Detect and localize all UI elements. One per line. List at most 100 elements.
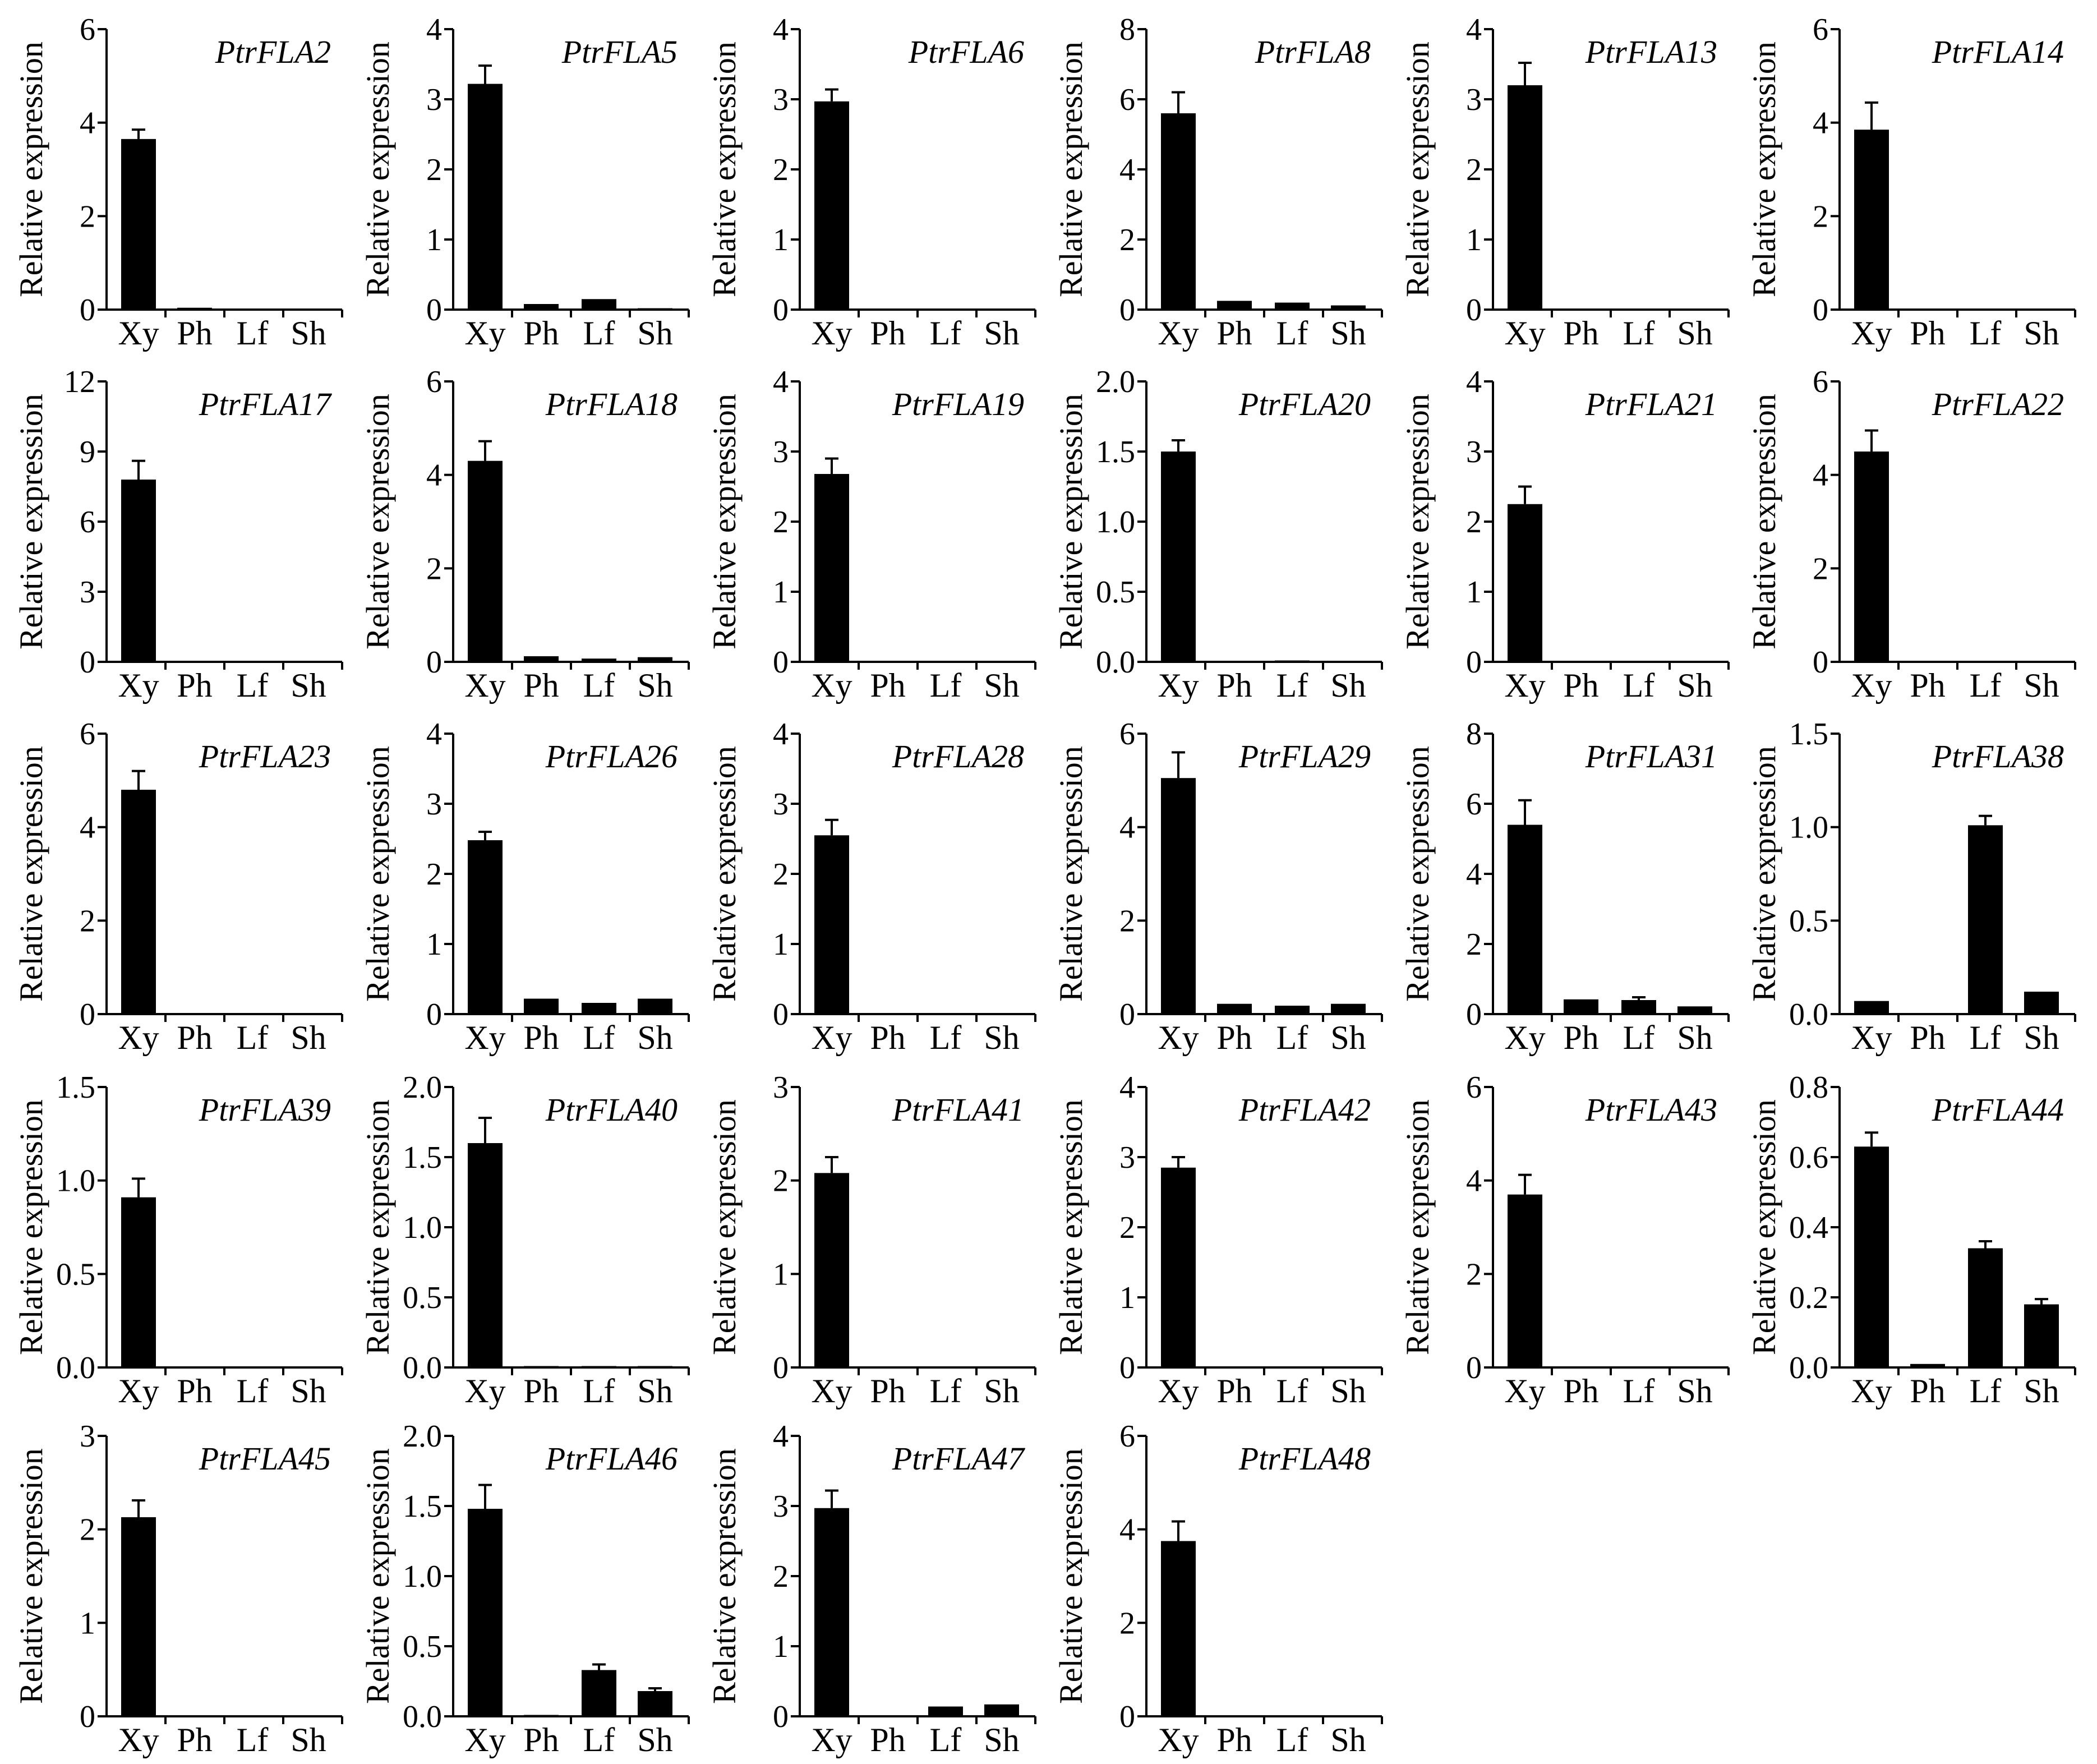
- bar-Sh: [291, 1013, 326, 1014]
- bar-Xy: [1161, 452, 1196, 662]
- y-tick-label: 9: [80, 435, 95, 469]
- x-tick-label: Sh: [984, 1019, 1019, 1056]
- y-tick-label: 4: [80, 810, 95, 845]
- bar-Ph: [1910, 661, 1945, 662]
- y-tick-label: 3: [773, 82, 789, 117]
- bar-Xy: [121, 1517, 156, 1716]
- bar-Sh: [638, 657, 672, 662]
- y-tick-label: 0: [1813, 293, 1828, 328]
- x-tick-label: Sh: [1677, 667, 1712, 704]
- x-tick-label: Sh: [291, 1019, 326, 1056]
- y-tick-label: 2: [1119, 223, 1135, 257]
- y-tick-label: 1.5: [1789, 717, 1828, 752]
- x-tick-label: Ph: [870, 667, 905, 704]
- x-tick-label: Xy: [464, 1019, 505, 1056]
- x-tick-label: Ph: [1216, 1019, 1252, 1056]
- x-tick-label: Ph: [870, 315, 905, 352]
- y-tick-label: 2.0: [403, 1070, 442, 1105]
- x-tick-label: Ph: [177, 1721, 212, 1758]
- y-tick-label: 1: [773, 1257, 789, 1292]
- y-axis-label: Relative expression: [1399, 394, 1436, 650]
- panel-title: PtrFLA17: [199, 386, 332, 422]
- x-tick-label: Xy: [811, 667, 852, 704]
- y-tick-label: 6: [80, 12, 95, 47]
- x-tick-label: Sh: [1330, 1372, 1366, 1410]
- bar-Lf: [928, 1366, 963, 1367]
- y-tick-label: 3: [773, 1489, 789, 1524]
- y-axis-label: Relative expression: [1399, 1099, 1436, 1355]
- y-tick-label: 4: [1119, 1513, 1135, 1547]
- x-tick-label: Lf: [930, 1019, 962, 1056]
- x-tick-label: Lf: [1623, 315, 1655, 352]
- y-tick-label: 0.0: [403, 1699, 442, 1734]
- y-tick-label: 3: [1466, 82, 1482, 117]
- panel-PtrFLA8: 0 2 4 6 8 Xy Ph Lf Sh PtrFLA8 Relative expression: [1053, 12, 1383, 352]
- panel-PtrFLA44: 0.0 0.2 0.4 0.6 0.8 Xy Ph Lf Sh PtrFLA44 Relative …: [1746, 1070, 2076, 1410]
- bar-Sh: [638, 1366, 672, 1367]
- y-tick-label: 0.5: [1789, 904, 1828, 938]
- y-axis-label: Relative expression: [360, 746, 396, 1002]
- y-tick-label: 4: [773, 365, 789, 399]
- bar-Sh: [1677, 308, 1712, 310]
- y-tick-label: 2: [426, 153, 442, 187]
- y-tick-label: 1: [773, 1629, 789, 1664]
- y-tick-label: 0.5: [403, 1281, 442, 1315]
- y-tick-label: 0.2: [1789, 1281, 1828, 1315]
- y-tick-label: 3: [773, 787, 789, 822]
- panel-PtrFLA43: 0 2 4 6 Xy Ph Lf Sh PtrFLA43 Relative expression: [1399, 1070, 1730, 1410]
- panel-PtrFLA19: 0 1 2 3 4 Xy Ph Lf Sh PtrFLA19 Relative expression: [706, 365, 1036, 704]
- x-tick-label: Lf: [930, 1372, 962, 1410]
- y-tick-label: 1: [426, 223, 442, 257]
- y-tick-label: 0: [426, 645, 442, 680]
- y-axis-label: Relative expression: [1053, 42, 1089, 297]
- y-tick-label: 6: [1466, 1070, 1482, 1105]
- bar-Xy: [1854, 452, 1889, 662]
- x-tick-label: Sh: [291, 315, 326, 352]
- x-tick-label: Xy: [1851, 667, 1892, 704]
- panel-PtrFLA2: 0 2 4 6 Xy Ph Lf Sh PtrFLA2 Relative expression: [13, 12, 343, 352]
- bar-Ph: [1564, 999, 1598, 1014]
- bar-Sh: [984, 308, 1019, 310]
- y-tick-label: 0: [1466, 997, 1482, 1032]
- bar-Xy: [121, 790, 156, 1014]
- bar-Sh: [1331, 1003, 1366, 1014]
- y-axis-label: Relative expression: [360, 1099, 396, 1355]
- x-tick-label: Sh: [291, 1721, 326, 1758]
- bar-Ph: [1910, 1013, 1945, 1014]
- x-tick-label: Xy: [1851, 1019, 1892, 1056]
- bar-Ph: [177, 1715, 212, 1716]
- panel-title: PtrFLA18: [545, 386, 678, 422]
- y-tick-label: 6: [1813, 12, 1828, 47]
- y-axis-label: Relative expression: [13, 394, 49, 650]
- bar-Xy: [1508, 1194, 1542, 1367]
- y-tick-label: 1.0: [1789, 810, 1828, 845]
- y-axis-label: Relative expression: [13, 42, 49, 297]
- bar-Lf: [1621, 308, 1656, 310]
- y-tick-label: 2: [773, 153, 789, 187]
- bar-Lf: [582, 658, 616, 662]
- x-tick-label: Sh: [1677, 1372, 1712, 1410]
- bar-Ph: [524, 998, 559, 1014]
- panel-PtrFLA39: 0.0 0.5 1.0 1.5 Xy Ph Lf Sh PtrFLA39 Relative exp…: [13, 1070, 343, 1410]
- panel-title: PtrFLA39: [199, 1091, 331, 1128]
- x-tick-label: Lf: [583, 315, 615, 352]
- bar-Ph: [870, 1715, 905, 1716]
- x-tick-label: Xy: [811, 315, 852, 352]
- y-tick-label: 3: [80, 1419, 95, 1454]
- bar-Ph: [870, 1366, 905, 1367]
- panel-PtrFLA13: 0 1 2 3 4 Xy Ph Lf Sh PtrFLA13 Relative expression: [1399, 12, 1730, 352]
- x-tick-label: Lf: [583, 1019, 615, 1056]
- x-tick-label: Sh: [637, 315, 672, 352]
- x-tick-label: Lf: [583, 1372, 615, 1410]
- y-tick-label: 2.0: [1096, 365, 1135, 399]
- panel-title: PtrFLA45: [199, 1440, 331, 1477]
- y-tick-label: 8: [1466, 717, 1482, 752]
- panel-PtrFLA14: 0 2 4 6 Xy Ph Lf Sh PtrFLA14 Relative expression: [1746, 12, 2076, 352]
- y-tick-label: 0: [426, 997, 442, 1032]
- bar-Xy: [121, 480, 156, 662]
- panel-title: PtrFLA40: [545, 1091, 678, 1128]
- panel-title: PtrFLA8: [1255, 34, 1371, 70]
- x-tick-label: Xy: [464, 315, 505, 352]
- y-tick-label: 4: [426, 717, 442, 752]
- x-tick-label: Ph: [177, 1372, 212, 1410]
